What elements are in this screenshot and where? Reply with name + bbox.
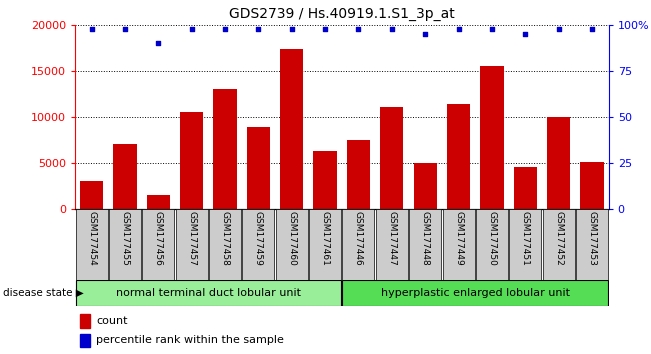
FancyBboxPatch shape <box>476 209 508 280</box>
FancyBboxPatch shape <box>443 209 475 280</box>
Bar <box>480 66 504 209</box>
Text: GSM177446: GSM177446 <box>354 211 363 266</box>
FancyBboxPatch shape <box>276 209 308 280</box>
Point <box>153 40 163 46</box>
Point <box>453 27 464 32</box>
Bar <box>347 140 370 209</box>
Text: hyperplastic enlarged lobular unit: hyperplastic enlarged lobular unit <box>381 288 570 298</box>
Text: GSM177455: GSM177455 <box>120 211 130 266</box>
Point <box>286 27 297 32</box>
Point <box>587 27 597 32</box>
Text: GSM177461: GSM177461 <box>320 211 329 266</box>
FancyBboxPatch shape <box>109 209 141 280</box>
FancyBboxPatch shape <box>143 209 174 280</box>
Bar <box>514 167 537 209</box>
FancyBboxPatch shape <box>576 209 608 280</box>
Text: disease state ▶: disease state ▶ <box>3 288 84 298</box>
Point <box>253 27 264 32</box>
Point <box>420 31 430 37</box>
Text: GSM177458: GSM177458 <box>221 211 230 266</box>
Point <box>320 27 330 32</box>
Text: normal terminal duct lobular unit: normal terminal duct lobular unit <box>116 288 301 298</box>
Bar <box>214 89 237 209</box>
Text: GSM177449: GSM177449 <box>454 211 463 266</box>
Point <box>387 27 397 32</box>
Bar <box>80 314 90 327</box>
Bar <box>380 107 404 209</box>
Text: GSM177450: GSM177450 <box>488 211 497 266</box>
Point <box>186 27 197 32</box>
Bar <box>547 117 570 209</box>
Text: GSM177452: GSM177452 <box>554 211 563 266</box>
Bar <box>313 151 337 209</box>
Text: count: count <box>96 316 128 326</box>
Bar <box>280 49 303 209</box>
FancyBboxPatch shape <box>209 209 241 280</box>
Text: percentile rank within the sample: percentile rank within the sample <box>96 335 284 346</box>
FancyBboxPatch shape <box>409 209 441 280</box>
Point <box>220 27 230 32</box>
Bar <box>180 112 203 209</box>
FancyBboxPatch shape <box>342 280 608 306</box>
FancyBboxPatch shape <box>176 209 208 280</box>
Point <box>120 27 130 32</box>
Text: GSM177448: GSM177448 <box>421 211 430 266</box>
Point <box>87 27 97 32</box>
Bar <box>80 333 90 347</box>
Text: GSM177451: GSM177451 <box>521 211 530 266</box>
Point <box>487 27 497 32</box>
Title: GDS2739 / Hs.40919.1.S1_3p_at: GDS2739 / Hs.40919.1.S1_3p_at <box>229 7 454 21</box>
Point <box>353 27 364 32</box>
FancyBboxPatch shape <box>242 209 274 280</box>
Text: GSM177447: GSM177447 <box>387 211 396 266</box>
FancyBboxPatch shape <box>76 209 107 280</box>
FancyBboxPatch shape <box>76 280 341 306</box>
FancyBboxPatch shape <box>309 209 341 280</box>
Bar <box>580 162 603 209</box>
FancyBboxPatch shape <box>543 209 575 280</box>
Point <box>553 27 564 32</box>
Bar <box>80 181 104 209</box>
Text: GSM177454: GSM177454 <box>87 211 96 266</box>
FancyBboxPatch shape <box>376 209 408 280</box>
Bar <box>413 163 437 209</box>
Text: GSM177460: GSM177460 <box>287 211 296 266</box>
Text: GSM177456: GSM177456 <box>154 211 163 266</box>
Text: GSM177453: GSM177453 <box>587 211 596 266</box>
FancyBboxPatch shape <box>509 209 541 280</box>
Text: GSM177459: GSM177459 <box>254 211 263 266</box>
Bar <box>447 104 470 209</box>
FancyBboxPatch shape <box>342 209 374 280</box>
Text: GSM177457: GSM177457 <box>187 211 196 266</box>
Bar <box>146 195 170 209</box>
Bar <box>247 127 270 209</box>
Bar <box>113 143 137 209</box>
Point <box>520 31 531 37</box>
